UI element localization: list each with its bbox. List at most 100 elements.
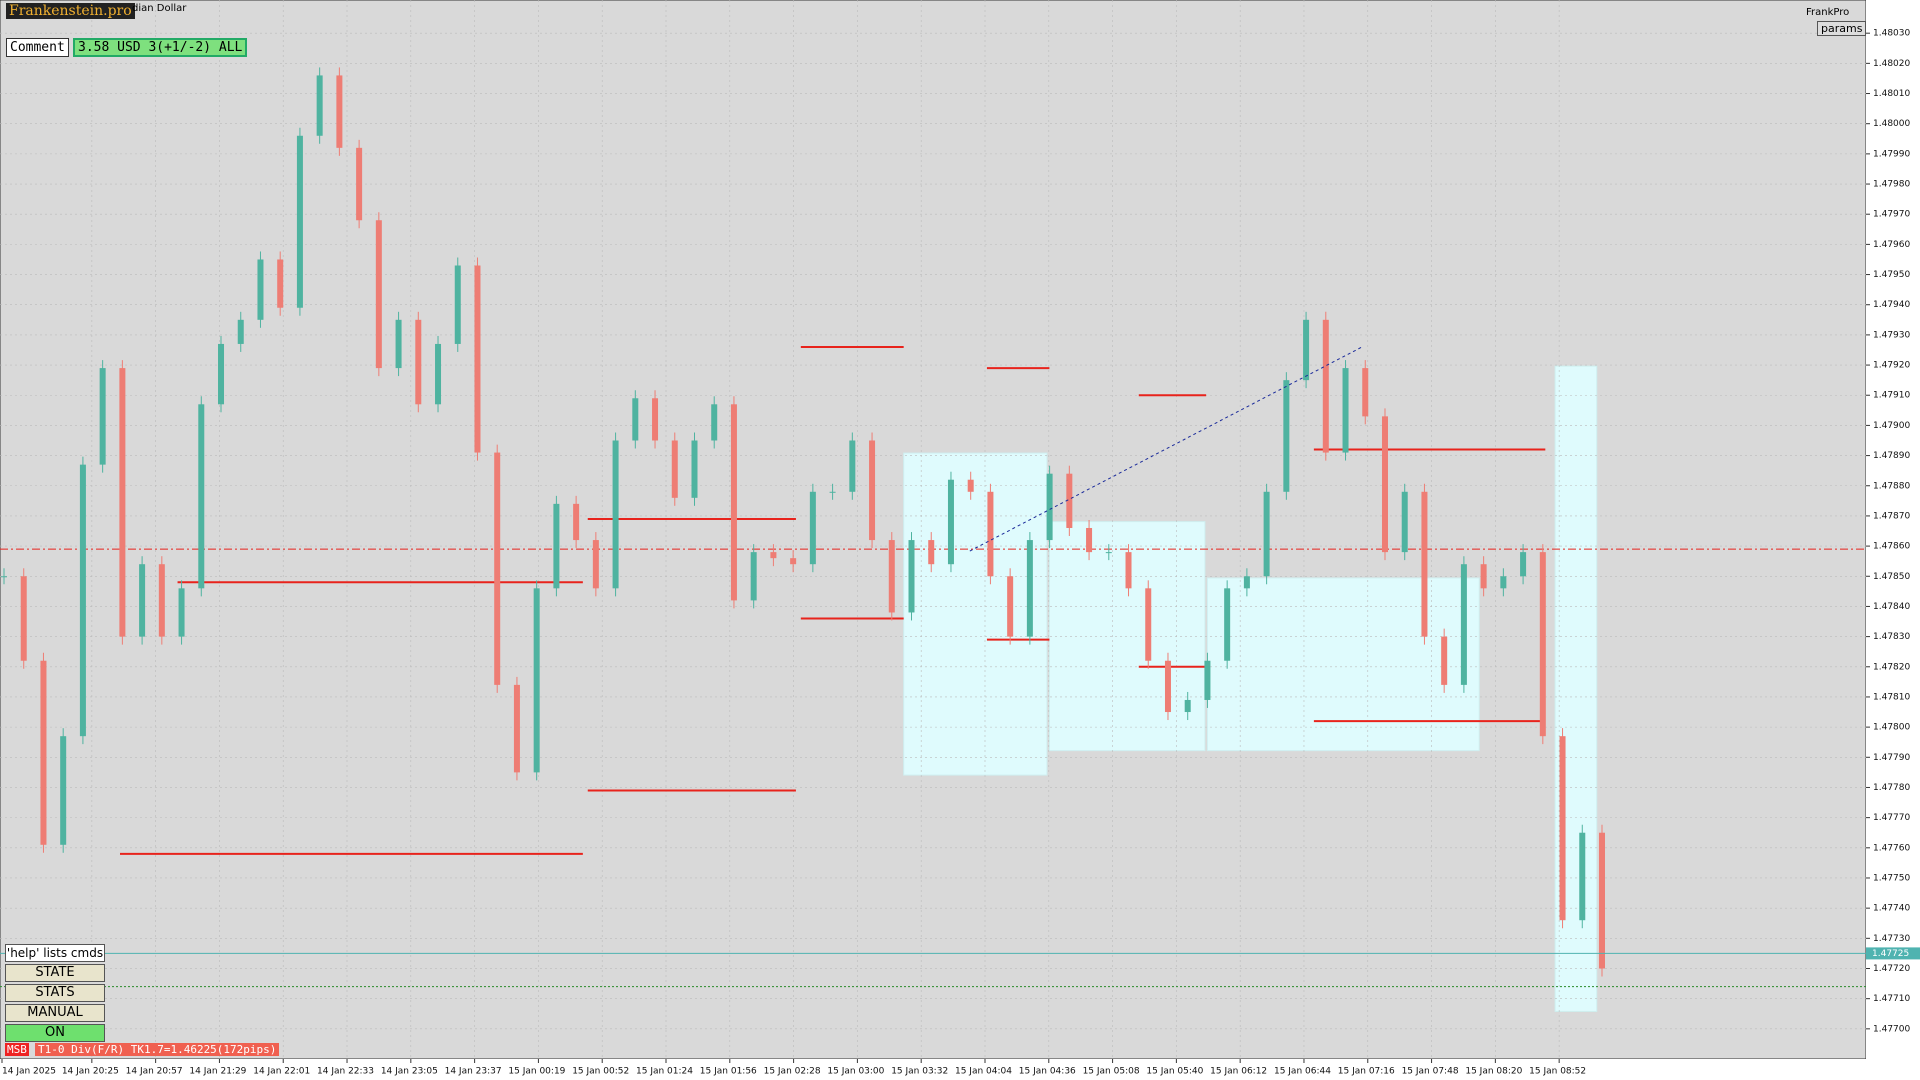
control-button[interactable]: MANUAL — [5, 1004, 105, 1022]
x-tick-label: 15 Jan 04:04 — [955, 1067, 1012, 1077]
candle-body — [1381, 416, 1388, 553]
control-button[interactable]: STATS — [5, 984, 105, 1002]
candle-body — [1303, 319, 1310, 381]
candle — [632, 390, 639, 449]
candle-body — [750, 552, 757, 601]
candle — [1460, 556, 1467, 693]
candle-body — [218, 343, 225, 405]
candle-body — [1066, 473, 1073, 528]
candle — [1441, 628, 1448, 693]
candle-body — [573, 503, 580, 541]
candle-body — [632, 398, 639, 441]
candle-body — [375, 220, 382, 369]
candle-body — [612, 440, 619, 589]
x-tick-label: 14 Jan 21:29 — [189, 1067, 246, 1077]
candle — [435, 335, 442, 413]
candle-body — [652, 398, 659, 441]
candle-body — [533, 588, 540, 773]
control-button[interactable]: ON — [5, 1024, 105, 1042]
candle-body — [1243, 576, 1250, 589]
candle — [908, 532, 915, 621]
candle-body — [79, 464, 86, 737]
candle-body — [1500, 576, 1507, 589]
candle-body — [178, 588, 185, 637]
candle — [1125, 544, 1132, 597]
candle-body — [1599, 832, 1605, 969]
axis-background — [1866, 0, 1920, 1080]
x-tick-label: 15 Jan 07:48 — [1402, 1067, 1459, 1077]
y-tick-label: 1.47800 — [1873, 723, 1910, 733]
candle-body — [1283, 380, 1290, 492]
candle-body — [356, 147, 363, 221]
candle-body — [1145, 588, 1152, 661]
candle-body — [40, 660, 47, 845]
candle-body — [494, 452, 501, 685]
candle — [1243, 568, 1250, 597]
candle-body — [454, 265, 461, 344]
candle — [1046, 465, 1053, 549]
y-tick-label: 1.48000 — [1873, 119, 1910, 129]
candle — [1204, 652, 1211, 708]
candle — [691, 432, 698, 506]
candle-body — [395, 319, 402, 369]
candle-body — [277, 259, 284, 308]
candle-body — [1105, 552, 1112, 554]
candle — [1145, 580, 1152, 669]
candle-body — [1539, 552, 1546, 737]
candle — [1539, 544, 1546, 745]
candle-body — [553, 503, 560, 589]
candle — [573, 495, 580, 549]
candle — [494, 444, 501, 693]
control-button[interactable]: STATE — [5, 964, 105, 982]
candle-body — [1322, 319, 1329, 453]
candle-body — [928, 540, 935, 565]
candle — [967, 471, 974, 500]
x-tick-label: 14 Jan 23:05 — [381, 1067, 438, 1077]
candle-body — [1007, 576, 1014, 637]
candle-body — [1342, 368, 1349, 453]
candle — [60, 728, 67, 853]
candle-body — [474, 265, 481, 453]
candle-body — [849, 440, 856, 492]
candle — [1283, 372, 1290, 500]
candle-body — [415, 319, 422, 405]
candle — [1066, 465, 1073, 536]
candle-body — [592, 540, 599, 589]
candle-body — [296, 135, 303, 308]
candle-body — [908, 540, 915, 613]
candle-body — [119, 368, 126, 637]
x-tick-label: 15 Jan 05:40 — [1146, 1067, 1203, 1077]
candle — [1381, 408, 1388, 561]
y-tick-label: 1.47860 — [1873, 542, 1910, 552]
y-tick-label: 1.47960 — [1873, 240, 1910, 250]
y-tick-label: 1.48020 — [1873, 59, 1910, 69]
y-tick-label: 1.47780 — [1873, 783, 1910, 793]
candle-body — [888, 540, 895, 613]
candle — [1303, 311, 1310, 389]
candle-body — [691, 440, 698, 498]
candle — [316, 67, 323, 144]
candle — [1, 568, 7, 585]
y-tick-label: 1.47900 — [1873, 421, 1910, 431]
candle-body — [1086, 527, 1093, 553]
candle-body — [1184, 699, 1191, 713]
candle — [40, 652, 47, 853]
y-tick-label: 1.47810 — [1873, 692, 1910, 702]
candle-body — [1263, 491, 1270, 577]
y-tick-label: 1.47940 — [1873, 300, 1910, 310]
candle — [296, 127, 303, 316]
candle — [1520, 544, 1527, 585]
candle — [750, 544, 757, 609]
candle-body — [869, 440, 876, 541]
candle — [237, 311, 244, 352]
y-tick-label: 1.48030 — [1873, 29, 1910, 39]
candle — [415, 311, 422, 413]
candle-body — [513, 684, 520, 773]
x-tick-label: 15 Jan 06:12 — [1210, 1067, 1267, 1077]
candle-body — [829, 491, 836, 493]
params-button[interactable]: params — [1817, 21, 1867, 36]
candle-body — [1460, 564, 1467, 685]
candle — [99, 360, 106, 473]
candle — [652, 390, 659, 449]
